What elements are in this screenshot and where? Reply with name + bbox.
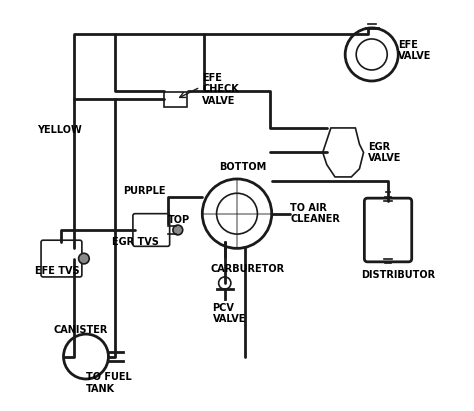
Text: YELLOW: YELLOW xyxy=(37,125,82,135)
Text: EFE TVS: EFE TVS xyxy=(35,266,80,276)
Text: EFE
VALVE: EFE VALVE xyxy=(398,39,432,61)
Text: TO FUEL
TANK: TO FUEL TANK xyxy=(86,372,132,394)
Text: EFE
CHECK
VALVE: EFE CHECK VALVE xyxy=(202,73,239,106)
Text: TO AIR
CLEANER: TO AIR CLEANER xyxy=(290,203,340,224)
Text: CARBURETOR: CARBURETOR xyxy=(210,264,284,274)
Circle shape xyxy=(79,253,89,264)
Text: EGR TVS: EGR TVS xyxy=(112,237,159,247)
Text: DISTRIBUTOR: DISTRIBUTOR xyxy=(362,270,436,280)
Text: TOP: TOP xyxy=(168,215,190,225)
Text: BOTTOM: BOTTOM xyxy=(219,162,266,172)
Circle shape xyxy=(173,225,182,235)
Text: PCV
VALVE: PCV VALVE xyxy=(212,303,246,324)
Text: EGR
VALVE: EGR VALVE xyxy=(368,142,401,163)
Text: CANISTER: CANISTER xyxy=(53,325,108,335)
Text: PURPLE: PURPLE xyxy=(123,186,165,196)
